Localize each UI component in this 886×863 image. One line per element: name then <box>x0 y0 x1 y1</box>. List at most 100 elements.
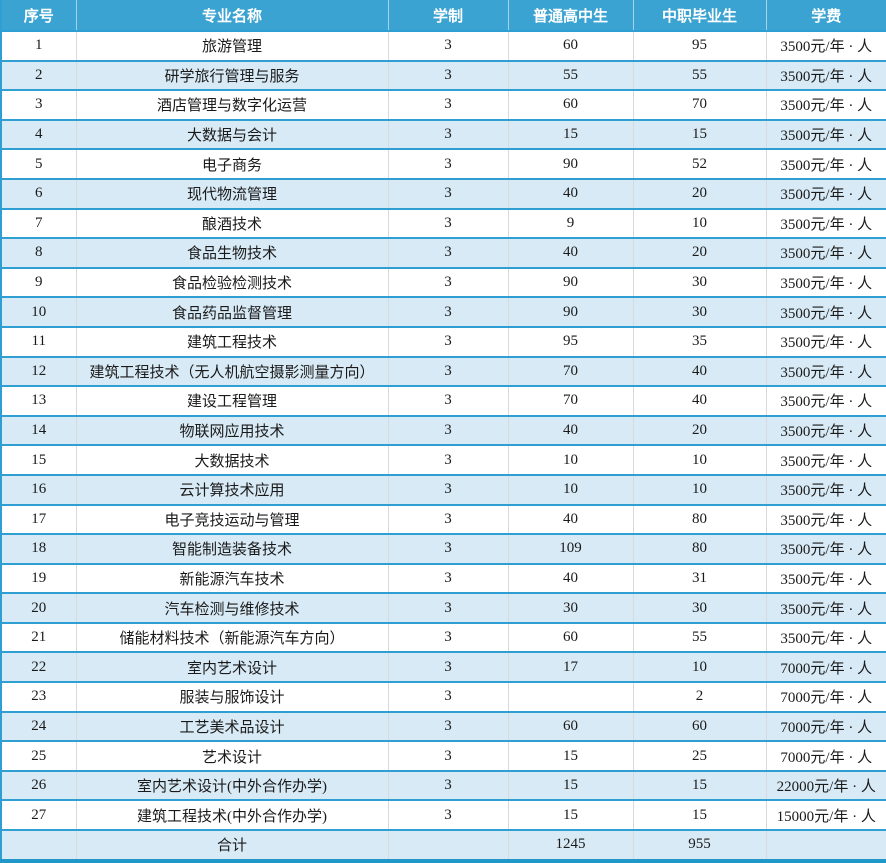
cell-index: 20 <box>1 593 77 624</box>
cell-major-name: 室内艺术设计 <box>76 652 389 684</box>
cell-tuition: 3500元/年 · 人 <box>766 178 886 210</box>
cell-tuition: 3500元/年 · 人 <box>766 60 886 92</box>
cell-regular-hs-students: 15 <box>508 770 634 802</box>
table-row: 24 工艺美术品设计 3 60 60 7000元/年 · 人 <box>1 711 886 743</box>
cell-tuition: 7000元/年 · 人 <box>766 711 886 743</box>
cell-major-name: 大数据与会计 <box>76 119 389 151</box>
cell-index: 23 <box>1 682 77 713</box>
table-row: 15 大数据技术 3 10 10 3500元/年 · 人 <box>1 445 886 476</box>
cell-major-name: 电子商务 <box>76 149 389 180</box>
cell-duration: 3 <box>388 504 509 536</box>
cell-major-name: 电子竞技运动与管理 <box>76 504 389 536</box>
cell-regular-hs-students: 60 <box>508 711 634 743</box>
cell-duration: 3 <box>388 326 509 358</box>
cell-tuition: 3500元/年 · 人 <box>766 504 886 536</box>
cell-index: 10 <box>1 297 77 328</box>
cell-major-name: 现代物流管理 <box>76 178 389 210</box>
cell-vocational-graduates: 15 <box>633 119 767 151</box>
cell-major-name: 汽车检测与维修技术 <box>76 593 389 624</box>
cell-regular-hs-students: 15 <box>508 119 634 151</box>
cell-tuition: 3500元/年 · 人 <box>766 297 886 328</box>
footer-duration <box>388 830 509 861</box>
cell-tuition: 7000元/年 · 人 <box>766 652 886 684</box>
cell-index: 16 <box>1 474 77 506</box>
cell-major-name: 物联网应用技术 <box>76 415 389 447</box>
cell-regular-hs-students: 40 <box>508 504 634 536</box>
cell-duration: 3 <box>388 593 509 624</box>
cell-duration: 3 <box>388 60 509 92</box>
cell-regular-hs-students: 9 <box>508 208 634 240</box>
cell-index: 19 <box>1 563 77 595</box>
cell-index: 18 <box>1 534 77 565</box>
cell-major-name: 储能材料技术（新能源汽车方向） <box>76 622 389 654</box>
cell-index: 11 <box>1 326 77 358</box>
cell-regular-hs-students: 90 <box>508 297 634 328</box>
cell-tuition: 3500元/年 · 人 <box>766 149 886 180</box>
cell-major-name: 服装与服饰设计 <box>76 682 389 713</box>
cell-index: 24 <box>1 711 77 743</box>
cell-tuition: 3500元/年 · 人 <box>766 238 886 269</box>
cell-major-name: 酒店管理与数字化运营 <box>76 90 389 121</box>
cell-regular-hs-students: 40 <box>508 238 634 269</box>
footer-index <box>1 830 77 861</box>
footer-tuition <box>766 830 886 861</box>
cell-regular-hs-students: 40 <box>508 415 634 447</box>
cell-regular-hs-students: 15 <box>508 741 634 772</box>
cell-duration: 3 <box>388 208 509 240</box>
cell-index: 15 <box>1 445 77 476</box>
cell-duration: 3 <box>388 445 509 476</box>
cell-vocational-graduates: 40 <box>633 386 767 417</box>
cell-regular-hs-students: 55 <box>508 60 634 92</box>
cell-vocational-graduates: 95 <box>633 31 767 62</box>
cell-major-name: 旅游管理 <box>76 31 389 62</box>
cell-duration: 3 <box>388 563 509 595</box>
cell-duration: 3 <box>388 119 509 151</box>
table-row: 17 电子竞技运动与管理 3 40 80 3500元/年 · 人 <box>1 504 886 536</box>
cell-index: 8 <box>1 238 77 269</box>
cell-vocational-graduates: 15 <box>633 800 767 832</box>
cell-index: 7 <box>1 208 77 240</box>
cell-regular-hs-students: 10 <box>508 474 634 506</box>
cell-vocational-graduates: 10 <box>633 474 767 506</box>
cell-major-name: 艺术设计 <box>76 741 389 772</box>
cell-regular-hs-students: 40 <box>508 178 634 210</box>
cell-major-name: 研学旅行管理与服务 <box>76 60 389 92</box>
cell-major-name: 食品生物技术 <box>76 238 389 269</box>
cell-index: 6 <box>1 178 77 210</box>
cell-index: 22 <box>1 652 77 684</box>
cell-duration: 3 <box>388 682 509 713</box>
header-regular-hs-students: 普通高中生 <box>508 0 634 32</box>
table-row: 26 室内艺术设计(中外合作办学) 3 15 15 22000元/年 · 人 <box>1 770 886 802</box>
cell-vocational-graduates: 55 <box>633 622 767 654</box>
cell-tuition: 3500元/年 · 人 <box>766 356 886 388</box>
cell-major-name: 云计算技术应用 <box>76 474 389 506</box>
cell-duration: 3 <box>388 711 509 743</box>
cell-regular-hs-students: 60 <box>508 31 634 62</box>
cell-vocational-graduates: 30 <box>633 267 767 299</box>
cell-duration: 3 <box>388 770 509 802</box>
footer-regular-hs-students: 1245 <box>508 830 634 861</box>
cell-vocational-graduates: 70 <box>633 90 767 121</box>
header-tuition: 学费 <box>766 0 886 32</box>
table-row: 11 建筑工程技术 3 95 35 3500元/年 · 人 <box>1 326 886 358</box>
cell-regular-hs-students: 90 <box>508 267 634 299</box>
cell-major-name: 新能源汽车技术 <box>76 563 389 595</box>
cell-duration: 3 <box>388 800 509 832</box>
cell-regular-hs-students: 40 <box>508 563 634 595</box>
cell-vocational-graduates: 35 <box>633 326 767 358</box>
cell-major-name: 大数据技术 <box>76 445 389 476</box>
cell-regular-hs-students: 109 <box>508 534 634 565</box>
cell-tuition: 3500元/年 · 人 <box>766 119 886 151</box>
footer-vocational-graduates: 955 <box>633 830 767 861</box>
cell-vocational-graduates: 2 <box>633 682 767 713</box>
table-row: 1 旅游管理 3 60 95 3500元/年 · 人 <box>1 31 886 62</box>
cell-index: 3 <box>1 90 77 121</box>
table-row: 22 室内艺术设计 3 17 10 7000元/年 · 人 <box>1 652 886 684</box>
cell-major-name: 室内艺术设计(中外合作办学) <box>76 770 389 802</box>
cell-duration: 3 <box>388 238 509 269</box>
cell-vocational-graduates: 55 <box>633 60 767 92</box>
cell-tuition: 3500元/年 · 人 <box>766 622 886 654</box>
cell-tuition: 7000元/年 · 人 <box>766 741 886 772</box>
